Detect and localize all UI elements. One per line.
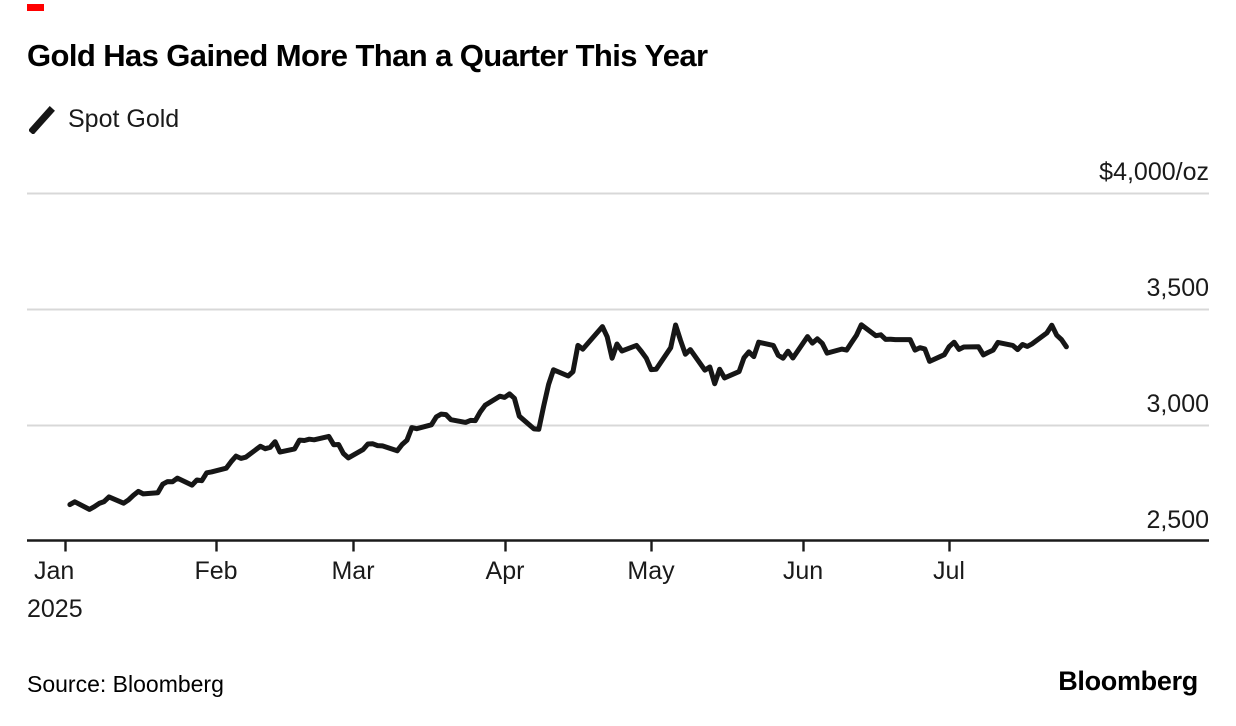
x-axis-label: Jan bbox=[34, 557, 75, 585]
x-axis-label: Apr bbox=[485, 557, 525, 585]
chart-title: Gold Has Gained More Than a Quarter This… bbox=[27, 38, 708, 73]
legend-series-label: Spot Gold bbox=[68, 105, 180, 133]
y-axis-label: 3,500 bbox=[1146, 274, 1209, 302]
series-line bbox=[67, 322, 1069, 512]
x-axis-label: Jun bbox=[782, 557, 824, 585]
x-axis bbox=[27, 539, 1209, 552]
y-axis-label: 2,500 bbox=[1146, 506, 1209, 534]
x-axis-label: Mar bbox=[331, 557, 375, 585]
x-axis-label: Jul bbox=[933, 557, 965, 585]
spot-gold-line bbox=[67, 322, 1069, 512]
source-credit: Source: Bloomberg bbox=[27, 671, 224, 697]
y-axis-label: 3,000 bbox=[1146, 390, 1209, 418]
legend: Spot Gold bbox=[28, 105, 180, 135]
diagonal-line-legend-icon bbox=[28, 105, 55, 135]
gridlines bbox=[27, 192, 1209, 427]
y-axis-label: $4,000/oz bbox=[1099, 158, 1209, 186]
bloomberg-red-stub bbox=[27, 4, 44, 11]
x-axis-year-label: 2025 bbox=[27, 595, 83, 623]
x-axis-label: May bbox=[627, 557, 675, 585]
x-axis-label: Feb bbox=[194, 557, 238, 585]
bloomberg-logo: Bloomberg bbox=[1058, 666, 1198, 696]
